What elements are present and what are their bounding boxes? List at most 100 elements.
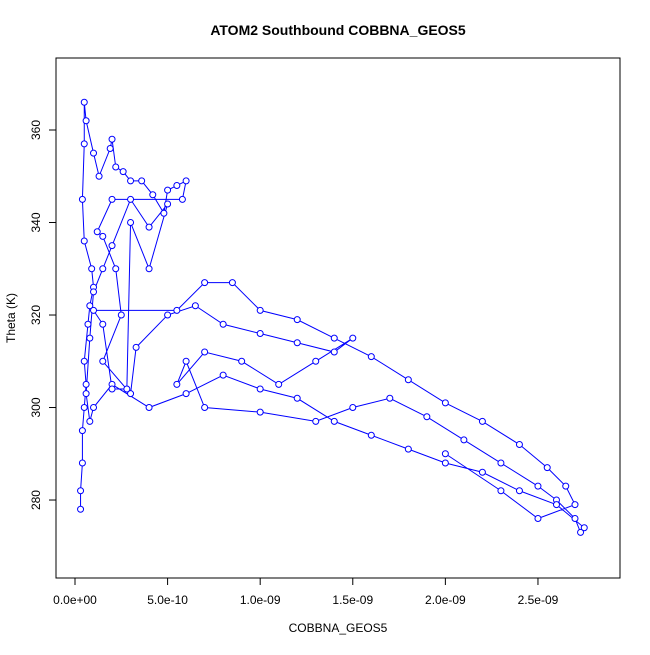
data-point bbox=[86, 417, 94, 425]
data-point bbox=[127, 219, 135, 227]
data-point bbox=[367, 431, 375, 439]
data-point bbox=[127, 177, 135, 185]
data-point bbox=[77, 487, 85, 495]
data-point bbox=[99, 357, 107, 365]
data-point bbox=[178, 195, 186, 203]
data-point bbox=[191, 302, 199, 310]
data-point bbox=[164, 186, 172, 194]
data-point bbox=[88, 265, 96, 273]
data-point bbox=[238, 357, 246, 365]
data-point bbox=[164, 200, 172, 208]
data-point bbox=[82, 380, 90, 388]
data-point bbox=[80, 357, 88, 365]
data-point bbox=[149, 191, 157, 199]
x-tick-label: 2.5e-09 bbox=[518, 593, 559, 607]
data-point bbox=[404, 445, 412, 453]
x-tick-label: 5.0e-10 bbox=[147, 593, 188, 607]
y-axis-label: Theta (K) bbox=[4, 293, 18, 343]
data-point bbox=[117, 311, 125, 319]
data-point bbox=[386, 394, 394, 402]
data-point bbox=[106, 145, 114, 153]
data-point bbox=[84, 320, 92, 328]
data-point bbox=[571, 515, 579, 523]
data-point bbox=[99, 232, 107, 240]
x-tick-label: 1.5e-09 bbox=[332, 593, 373, 607]
data-point bbox=[127, 390, 135, 398]
data-point bbox=[543, 464, 551, 472]
data-point bbox=[441, 459, 449, 467]
data-point bbox=[478, 468, 486, 476]
data-point bbox=[478, 417, 486, 425]
data-point bbox=[349, 334, 357, 342]
data-point bbox=[256, 306, 264, 314]
y-tick-label: 280 bbox=[29, 490, 43, 510]
data-point bbox=[256, 408, 264, 416]
data-point bbox=[330, 334, 338, 342]
data-point bbox=[173, 306, 181, 314]
data-point bbox=[201, 404, 209, 412]
data-point bbox=[123, 385, 131, 393]
data-point bbox=[80, 237, 88, 245]
data-point bbox=[80, 140, 88, 148]
data-point bbox=[86, 334, 94, 342]
x-axis-label: COBBNA_GEOS5 bbox=[289, 621, 388, 635]
data-point bbox=[275, 380, 283, 388]
data-point bbox=[90, 404, 98, 412]
data-point bbox=[293, 394, 301, 402]
data-point bbox=[99, 265, 107, 273]
data-point bbox=[173, 182, 181, 190]
data-point bbox=[441, 450, 449, 458]
data-point bbox=[108, 385, 116, 393]
y-tick-label: 340 bbox=[29, 212, 43, 232]
data-point bbox=[138, 177, 146, 185]
data-point bbox=[552, 501, 560, 509]
x-tick-label: 2.0e-09 bbox=[425, 593, 466, 607]
data-point bbox=[132, 343, 140, 351]
data-point bbox=[441, 399, 449, 407]
data-point bbox=[78, 427, 86, 435]
data-point bbox=[182, 177, 190, 185]
data-point bbox=[78, 459, 86, 467]
data-point bbox=[562, 482, 570, 490]
data-point bbox=[99, 320, 107, 328]
data-point bbox=[145, 265, 153, 273]
data-point bbox=[145, 223, 153, 231]
data-point bbox=[201, 279, 209, 287]
data-point bbox=[534, 515, 542, 523]
data-point bbox=[82, 117, 90, 125]
data-point bbox=[515, 441, 523, 449]
data-point bbox=[182, 390, 190, 398]
data-point bbox=[293, 339, 301, 347]
data-point bbox=[145, 404, 153, 412]
data-point bbox=[127, 195, 135, 203]
data-point bbox=[182, 357, 190, 365]
data-point bbox=[108, 195, 116, 203]
data-point bbox=[112, 265, 120, 273]
x-tick-label: 1.0e-09 bbox=[240, 593, 281, 607]
data-point bbox=[497, 487, 505, 495]
data-point bbox=[90, 149, 98, 157]
data-point bbox=[349, 404, 357, 412]
y-tick-label: 320 bbox=[29, 305, 43, 325]
data-point bbox=[80, 98, 88, 106]
data-point bbox=[460, 436, 468, 444]
data-point bbox=[82, 390, 90, 398]
data-point bbox=[77, 505, 85, 513]
data-point bbox=[330, 417, 338, 425]
data-point bbox=[423, 413, 431, 421]
data-point bbox=[86, 302, 94, 310]
data-point bbox=[330, 348, 338, 356]
data-point bbox=[228, 279, 236, 287]
data-point bbox=[173, 380, 181, 388]
data-point bbox=[112, 163, 120, 171]
data-point bbox=[404, 376, 412, 384]
data-point bbox=[119, 168, 127, 176]
data-point bbox=[93, 228, 101, 236]
data-point bbox=[497, 459, 505, 467]
data-point bbox=[90, 288, 98, 296]
data-point bbox=[219, 371, 227, 379]
data-point bbox=[367, 353, 375, 361]
